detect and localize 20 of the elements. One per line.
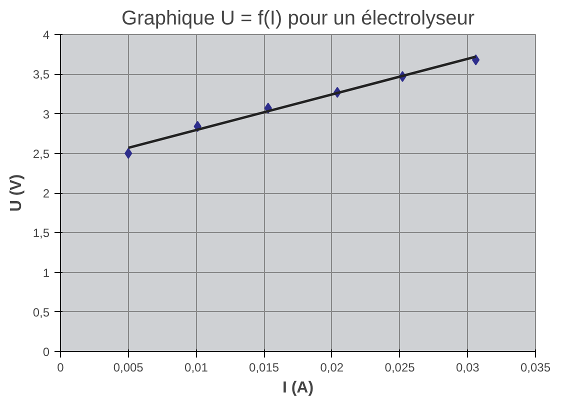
chart-title: Graphique U = f(I) pour un électrolyseur — [122, 8, 475, 30]
y-tick-label: 0,5 — [32, 305, 50, 320]
y-tick-label: 1,5 — [32, 226, 50, 240]
x-tick-label: 0,015 — [249, 360, 280, 374]
y-tick-label: 1 — [42, 266, 50, 280]
y-axis-title: U (V) — [8, 174, 25, 212]
y-tick-label: 0 — [42, 345, 50, 359]
y-tick-label: 2 — [42, 186, 50, 200]
y-tick-label: 4 — [42, 28, 50, 42]
x-tick-label: 0,01 — [184, 360, 208, 374]
x-tick-label: 0,03 — [456, 360, 480, 374]
x-tick-label: 0,02 — [320, 360, 344, 374]
x-axis-title: I (A) — [282, 380, 314, 396]
x-tick-label: 0,025 — [384, 360, 416, 374]
y-tick-label: 3 — [42, 107, 50, 122]
x-tick-label: 0,035 — [520, 360, 551, 374]
y-tick-label: 2,5 — [32, 146, 50, 161]
x-tick-label: 0,005 — [113, 360, 144, 374]
x-tick-label: 0 — [57, 360, 64, 374]
y-tick-label: 3,5 — [32, 68, 50, 82]
